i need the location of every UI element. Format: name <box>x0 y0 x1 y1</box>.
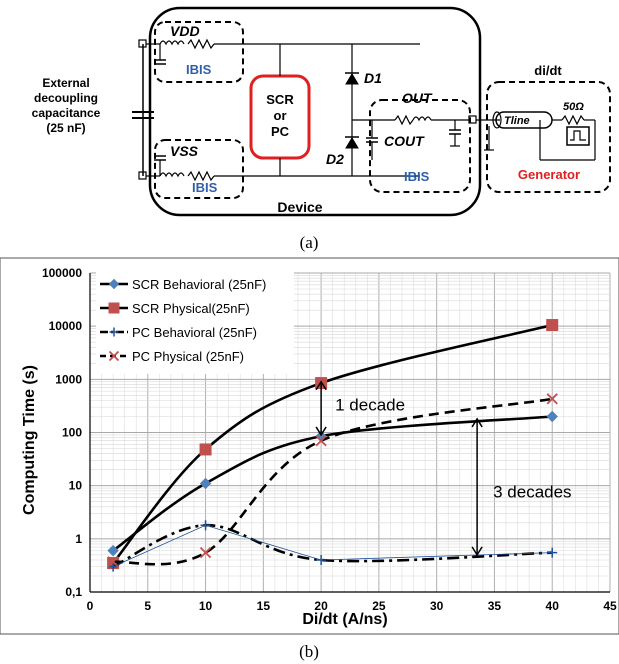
x-axis-label: Di/dt (A/ns) <box>302 611 387 628</box>
x-tick-label: 15 <box>257 599 271 613</box>
d1-label: D1 <box>364 70 382 86</box>
chart-axes <box>89 273 610 593</box>
x-tick-label: 35 <box>488 599 502 613</box>
annotation-one-decade: 1 decade <box>335 395 405 414</box>
series-line <box>112 523 553 568</box>
device-label: Device <box>277 199 322 215</box>
chart-ticks: 0 5 10 15 20 25 30 35 40 45 0,1 1 10 100 1000 10000 1000… <box>42 266 617 613</box>
x-tick-label: 30 <box>430 599 444 613</box>
y-tick-label: 10000 <box>49 319 83 333</box>
chart-annotations: 1 decade 3 decades <box>315 380 572 557</box>
x-tick-label: 45 <box>603 599 617 613</box>
vss-label: VSS <box>170 143 199 159</box>
out-resistor <box>394 114 414 126</box>
chart-series <box>107 319 559 572</box>
vdd-ibis-box <box>154 21 244 83</box>
vdd-ibis-label: IBIS <box>186 62 212 77</box>
external-label-line2: decoupling <box>34 91 98 105</box>
out-label: OUT <box>402 90 433 106</box>
ohm-resistor <box>561 114 585 126</box>
data-point-x <box>199 547 212 559</box>
series-0 <box>107 410 558 557</box>
cout-label: COUT <box>384 133 425 149</box>
or-label: or <box>274 108 287 123</box>
external-label-line3: capacitance <box>32 106 101 120</box>
series-line <box>112 397 553 566</box>
y-axis-label: Computing Time (s) <box>21 365 38 515</box>
d2-label: D2 <box>326 151 344 167</box>
data-point-plus <box>109 327 119 337</box>
didt-label: di/dt <box>534 63 562 78</box>
data-point-diamond <box>108 278 120 290</box>
external-label-line4: (25 nF) <box>46 121 85 135</box>
vss-ibis-box <box>154 139 244 199</box>
vss-resistor <box>187 170 215 182</box>
circuit-diagram <box>132 6 611 217</box>
tline-label: Tline <box>504 115 530 127</box>
x-tick-label: 20 <box>314 599 328 613</box>
chart-grid <box>89 272 611 593</box>
three-decades-arrow-head <box>471 417 483 428</box>
vdd-label: VDD <box>170 23 200 39</box>
y-tick-label: 0,1 <box>65 585 82 599</box>
resistor-label: 50Ω <box>563 101 584 113</box>
x-tick-label: 40 <box>546 599 560 613</box>
generator-box <box>486 81 611 193</box>
vdd-inductor <box>159 40 185 46</box>
legend-label: PC Behavioral (25nF) <box>132 325 257 340</box>
caption-a: (a) <box>300 233 319 252</box>
y-tick-label: 100 <box>62 426 82 440</box>
data-point-diamond <box>199 477 212 490</box>
data-point-square <box>199 443 212 456</box>
vss-inductor <box>159 172 185 178</box>
out-ibis-label: IBIS <box>404 169 430 184</box>
generator-label: Generator <box>518 167 580 182</box>
y-tick-label: 100000 <box>42 266 82 280</box>
output-ibis-box <box>369 99 471 193</box>
pc-label: PC <box>271 124 290 139</box>
one-decade-arrow-head <box>315 380 327 391</box>
three-decades-arrow-head <box>471 546 483 557</box>
data-point-diamond <box>107 544 119 557</box>
data-point-plus <box>108 561 119 572</box>
series-3 <box>107 393 558 568</box>
y-tick-label: 1000 <box>55 372 82 386</box>
data-point-x <box>108 350 120 362</box>
computing-time-chart: 0 5 10 15 20 25 30 35 40 45 0,1 1 10 100 1000 10000 1000… <box>0 257 619 635</box>
out-inductor <box>412 116 432 122</box>
scr-label: SCR <box>266 92 294 107</box>
legend-label: PC Physical (25nF) <box>132 349 244 364</box>
annotation-three-decades: 3 decades <box>493 482 571 501</box>
legend-label: SCR Behavioral (25nF) <box>132 277 266 292</box>
generator-symbol <box>566 126 590 146</box>
series-line-thin <box>112 524 553 567</box>
caption-b: (b) <box>299 642 319 661</box>
d1-diode <box>345 73 359 85</box>
x-tick-label: 10 <box>199 599 213 613</box>
y-tick-label: 10 <box>69 479 83 493</box>
data-point-square <box>108 302 120 314</box>
series-line <box>112 323 553 564</box>
vss-ibis-label: IBIS <box>192 180 218 195</box>
vdd-resistor <box>187 38 215 50</box>
legend-box <box>96 272 294 374</box>
data-point-diamond <box>546 410 558 423</box>
y-tick-label: 1 <box>75 532 82 546</box>
d2-diode <box>345 137 359 149</box>
external-label-line1: External <box>42 76 89 90</box>
series-line <box>112 415 553 552</box>
chart-legend: SCR Behavioral (25nF) SCR Physical(25nF) P… <box>96 272 294 374</box>
x-tick-label: 25 <box>372 599 386 613</box>
x-tick-label: 0 <box>87 599 94 613</box>
data-point-x <box>546 393 558 405</box>
circuit-labels: External decoupling capacitance (25 nF) … <box>32 23 585 252</box>
one-decade-arrow-head <box>315 426 327 437</box>
legend-label: SCR Physical(25nF) <box>132 301 250 316</box>
x-tick-label: 5 <box>144 599 151 613</box>
data-point-square <box>546 319 559 332</box>
data-point-x <box>315 435 327 447</box>
